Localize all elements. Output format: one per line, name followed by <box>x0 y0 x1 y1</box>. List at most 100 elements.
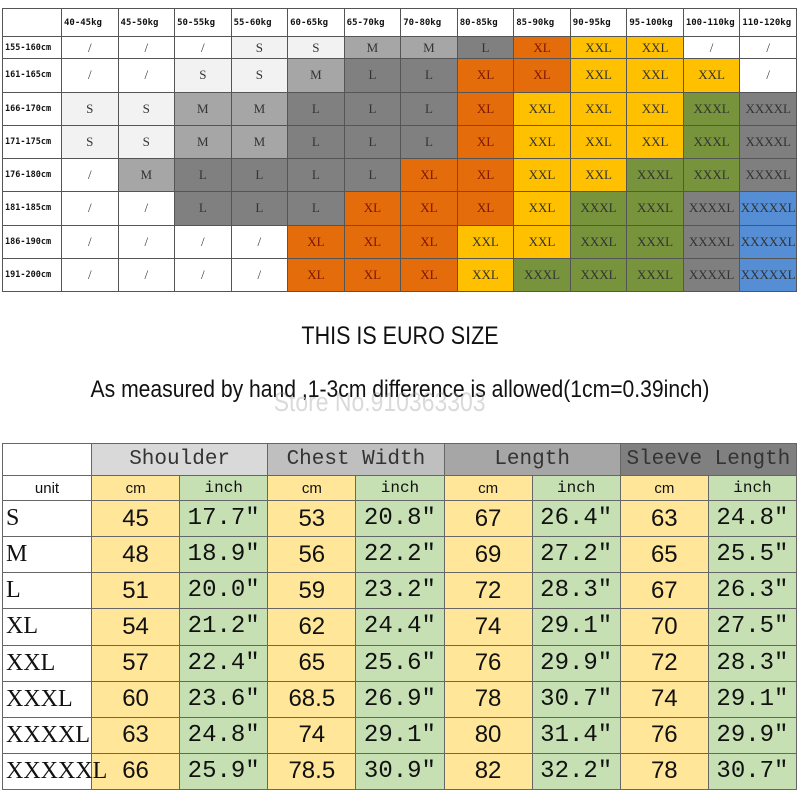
cm-value: 59 <box>267 572 357 610</box>
height-label: 166-170cm <box>2 91 62 126</box>
size-cell: / <box>61 158 119 193</box>
size-cell: / <box>174 36 232 60</box>
size-label: S <box>2 500 92 538</box>
inch-value: 29.1" <box>355 716 445 754</box>
size-cell: / <box>174 224 232 259</box>
unit-cm: cm <box>267 475 357 502</box>
size-row: S 45 17.7" 53 20.8" 67 26.4" 63 24.8" <box>2 500 798 538</box>
cm-value: 69 <box>443 536 533 574</box>
size-cell: / <box>61 36 119 60</box>
cm-value: 63 <box>619 500 709 538</box>
size-cell: L <box>343 124 402 160</box>
inch-value: 26.3" <box>707 572 798 610</box>
size-cell: XL <box>513 36 571 60</box>
unit-cm: cm <box>619 475 709 502</box>
inch-value: 24.8" <box>179 716 269 754</box>
size-by-height-weight-table: 40-45kg 45-50kg 50-55kg 55-60kg 60-65kg 65-70… <box>2 7 797 293</box>
cm-value: 72 <box>443 572 533 610</box>
size-cell: / <box>739 36 797 60</box>
size-cell: XXL <box>626 58 684 93</box>
inch-value: 25.6" <box>355 644 445 682</box>
size-cell: / <box>230 257 289 293</box>
size-cell: / <box>117 191 176 226</box>
size-cell: XXXXL <box>739 158 797 193</box>
size-cell: XXL <box>682 58 741 93</box>
size-cell: / <box>117 58 176 93</box>
size-cell: XL <box>343 224 402 259</box>
size-cell: XL <box>343 191 402 226</box>
size-cell: XL <box>400 224 458 259</box>
size-cell: M <box>174 91 232 126</box>
size-cell: L <box>174 191 232 226</box>
size-cell: L <box>174 158 232 193</box>
size-cell: XXXXL <box>682 224 741 259</box>
size-cell: L <box>456 36 515 60</box>
size-cell: XXXXL <box>739 91 797 126</box>
cm-value: 56 <box>267 536 357 574</box>
size-cell: XL <box>456 91 515 126</box>
cm-value: 72 <box>619 644 709 682</box>
size-cell: XXL <box>456 224 515 259</box>
size-cell: XXL <box>569 158 628 193</box>
height-label: 176-180cm <box>2 158 62 193</box>
inch-value: 29.9" <box>531 644 621 682</box>
size-cell: L <box>287 191 345 226</box>
cm-value: 53 <box>267 500 357 538</box>
unit-inch: inch <box>531 475 621 502</box>
size-cell: XXXL <box>626 257 684 293</box>
height-row: 171-175cm S S M M L L L XL XXL XXL XXL XXXL XXXXL <box>2 124 797 160</box>
inch-value: 28.3" <box>531 572 621 610</box>
size-cell: M <box>343 36 402 60</box>
cm-value: 68.5 <box>267 680 357 718</box>
weight-header: 70-80kg <box>400 7 458 38</box>
cm-value: 45 <box>90 500 181 538</box>
size-cell: XXL <box>626 124 684 160</box>
size-cell: XXL <box>569 91 628 126</box>
size-cell: XL <box>456 124 515 160</box>
cm-value: 76 <box>443 644 533 682</box>
size-cell: XXXL <box>626 224 684 259</box>
size-row: XXXXXL 66 25.9" 78.5 30.9" 82 32.2" 78 30.7" <box>2 752 798 791</box>
size-cell: XXXL <box>626 158 684 193</box>
size-cell: XL <box>513 58 571 93</box>
weight-header: 45-50kg <box>117 7 176 38</box>
inch-value: 24.8" <box>707 500 798 538</box>
inch-value: 22.2" <box>355 536 445 574</box>
inch-value: 32.2" <box>531 752 621 791</box>
unit-inch: inch <box>707 475 798 502</box>
cm-value: 78 <box>619 752 709 791</box>
cm-value: 60 <box>90 680 181 718</box>
size-cell: / <box>61 191 119 226</box>
size-cell: L <box>400 58 458 93</box>
inch-value: 29.1" <box>531 608 621 646</box>
height-label: 161-165cm <box>2 58 62 93</box>
weight-header: 40-45kg <box>61 7 119 38</box>
height-row: 176-180cm / M L L L L XL XL XXL XXL XXXL XXXL XXXXL <box>2 158 797 193</box>
cm-value: 74 <box>267 716 357 754</box>
inch-value: 25.9" <box>179 752 269 791</box>
size-cell: M <box>400 36 458 60</box>
height-row: 181-185cm / / L L L XL XL XL XXL XXXL XXXL XXXXL XXXX… <box>2 191 797 226</box>
unit-row: unit cm inch cm inch cm inch cm inch <box>2 475 798 502</box>
inch-value: 26.9" <box>355 680 445 718</box>
size-cell: XXXL <box>682 158 741 193</box>
size-cell: / <box>61 224 119 259</box>
size-cell: M <box>117 158 176 193</box>
size-cell: L <box>230 158 289 193</box>
unit-inch: inch <box>355 475 445 502</box>
size-label: XXXXXL <box>2 752 107 791</box>
size-cell: XL <box>400 257 458 293</box>
inch-value: 28.3" <box>707 644 798 682</box>
inch-value: 25.5" <box>707 536 798 574</box>
weight-header: 55-60kg <box>230 7 289 38</box>
size-cell: L <box>343 91 402 126</box>
size-cell: M <box>230 91 289 126</box>
inch-value: 18.9" <box>179 536 269 574</box>
size-cell: XXL <box>626 91 684 126</box>
height-row: 186-190cm / / / / XL XL XL XXL XXL XXXL XXXL XXXXL XX… <box>2 224 797 259</box>
height-row: 166-170cm S S M M L L L XL XXL XXL XXL XXXL XXXXL <box>2 91 797 126</box>
euro-size-title: THIS IS EURO SIZE <box>301 322 499 350</box>
size-cell: XXL <box>569 36 628 60</box>
size-label: L <box>2 572 92 610</box>
inch-value: 31.4" <box>531 716 621 754</box>
